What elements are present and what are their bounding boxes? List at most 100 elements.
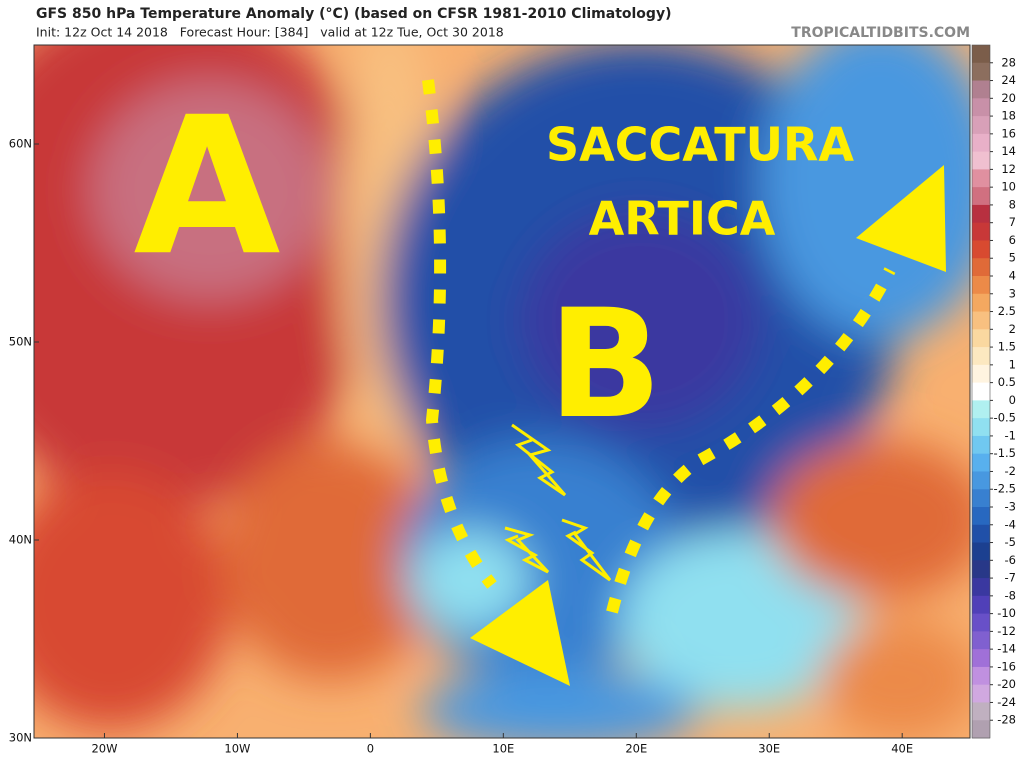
colorbar-label: 18 (1001, 109, 1016, 123)
colorbar-label: -3 (1005, 500, 1016, 514)
annotation-line1: SACCATURA (546, 118, 854, 172)
colorbar-label: 0 (1009, 393, 1016, 407)
colorbar-label: -1 (1005, 428, 1016, 442)
colorbar-box (972, 151, 990, 170)
x-tick-label: 10W (224, 742, 250, 756)
colorbar-label: 28 (1001, 55, 1016, 69)
colorbar-box (972, 684, 990, 703)
colorbar-label: -24 (997, 695, 1016, 709)
colorbar-frame (971, 44, 991, 739)
subtitle: Init: 12z Oct 14 2018 Forecast Hour: [38… (36, 25, 504, 40)
lightning (504, 526, 550, 574)
colorbar-box (972, 418, 990, 437)
colorbar-box (972, 347, 990, 366)
colorbar-box (972, 649, 990, 668)
dotted-arrow-right (606, 267, 896, 614)
colorbar-box (972, 204, 990, 224)
colorbar-label: -12 (997, 624, 1016, 638)
colorbar-box (972, 364, 990, 384)
colorbar-label: -20 (997, 677, 1016, 691)
colorbar-label: -28 (997, 713, 1016, 727)
colorbar-box (972, 524, 990, 544)
colorbar-label: 7 (1009, 215, 1016, 229)
map-frame (33, 44, 971, 739)
colorbar-box (972, 98, 990, 117)
x-tick-label: 40E (891, 742, 913, 756)
colorbar-label: 4 (1009, 269, 1016, 283)
colorbar-box (972, 489, 990, 508)
lightning (511, 423, 567, 497)
colorbar-box (972, 187, 990, 206)
colorbar-label: 14 (1001, 144, 1016, 158)
colorbar-label: -7 (1005, 571, 1016, 585)
colorbar-box (972, 666, 990, 686)
colorbar-box (972, 116, 990, 135)
x-tick-label: 30E (758, 742, 780, 756)
colorbar-label: -14 (997, 642, 1016, 656)
y-tick-label: 40N (9, 533, 32, 547)
field-blobs (34, 45, 970, 738)
colorbar-label: 16 (1001, 126, 1016, 140)
colorbar-box (972, 578, 990, 597)
colorbar-box (972, 45, 990, 64)
source: TROPICALTIDBITS.COM (791, 25, 970, 41)
colorbar-label: -1.5 (994, 446, 1016, 460)
colorbar-box (972, 471, 990, 490)
colorbar-box (972, 293, 990, 313)
colorbar-label: 12 (1001, 162, 1016, 176)
colorbar-box (972, 613, 990, 632)
colorbar-label: -2.5 (994, 482, 1016, 496)
colorbar-label: 6 (1009, 233, 1016, 247)
colorbar-label: -10 (997, 606, 1016, 620)
colorbar-box (972, 80, 990, 99)
colorbar-label: 10 (1001, 180, 1016, 194)
arrow-head-left (470, 580, 570, 686)
colorbar-label: -16 (997, 659, 1016, 673)
colorbar-box (972, 400, 990, 419)
colorbar-label: -0.5 (994, 411, 1016, 425)
colorbar-box (972, 631, 990, 650)
colorbar-label: 0.5 (998, 375, 1016, 389)
colorbar-box (972, 542, 990, 561)
colorbar-box (972, 169, 990, 188)
colorbar-box (972, 382, 990, 401)
x-tick-label: 20W (91, 742, 117, 756)
arrow-head-right (856, 165, 946, 272)
colorbar-box (972, 329, 990, 348)
colorbar-box (972, 453, 990, 472)
colorbar-label: 1.5 (998, 340, 1016, 354)
colorbar-box (972, 258, 990, 277)
colorbar-label: 24 (1001, 73, 1016, 87)
colorbar-box (972, 702, 990, 721)
colorbar-box (972, 240, 990, 259)
lightning (561, 518, 612, 582)
annotation-line2: ARTICA (589, 192, 776, 246)
colorbar-label: -2 (1005, 464, 1016, 478)
colorbar-label: 1 (1009, 357, 1016, 371)
colorbar-box (972, 222, 990, 241)
colorbar-label: -4 (1005, 517, 1016, 531)
y-tick-label: 50N (9, 335, 32, 349)
colorbar-box (972, 311, 990, 330)
low-pressure-label: B (548, 278, 662, 452)
y-tick-label: 60N (9, 137, 32, 151)
colorbar-label: 2.5 (998, 304, 1016, 318)
colorbar-label: -6 (1005, 553, 1016, 567)
colorbar-label: -5 (1005, 535, 1016, 549)
colorbar-box (972, 62, 990, 82)
colorbar-label: 2 (1009, 322, 1016, 336)
colorbar-box (972, 720, 990, 739)
colorbar-box (972, 560, 990, 579)
colorbar-box (972, 133, 990, 153)
y-tick-label: 30N (9, 731, 32, 745)
map-field (34, 45, 970, 738)
colorbar-box (972, 276, 990, 295)
colorbar-label: -8 (1005, 588, 1016, 602)
title: GFS 850 hPa Temperature Anomaly (°C) (ba… (36, 6, 671, 22)
colorbar-label: 8 (1009, 197, 1016, 211)
colorbar-box (972, 595, 990, 615)
colorbar-label: 3 (1009, 286, 1016, 300)
colorbar-box (972, 507, 990, 526)
x-tick-label: 10E (492, 742, 514, 756)
